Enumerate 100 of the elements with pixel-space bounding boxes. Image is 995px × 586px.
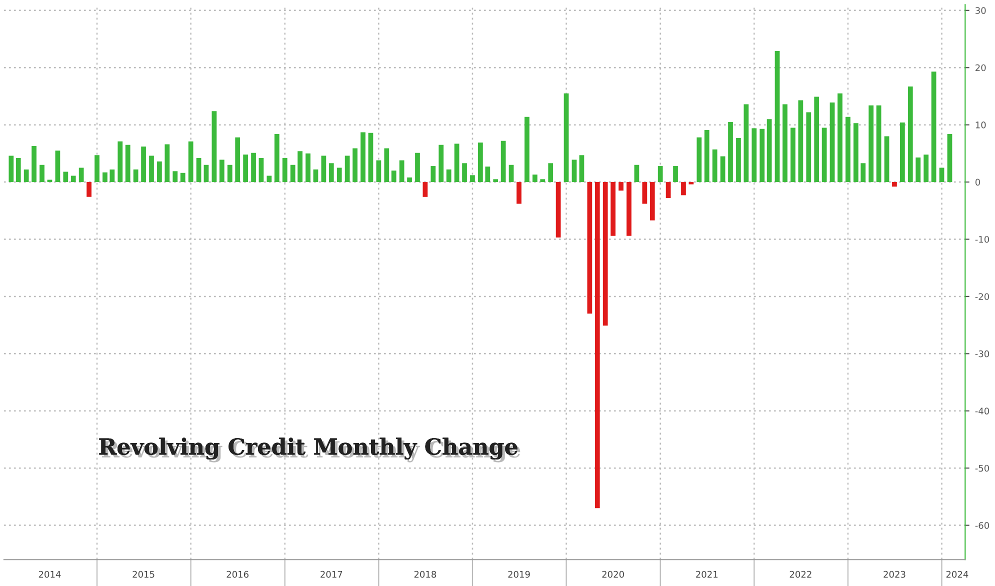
x-tick-label: 2024 (946, 570, 968, 578)
bar (313, 169, 318, 182)
bar (328, 163, 334, 182)
bar (251, 152, 256, 182)
bar (125, 144, 130, 182)
y-tick-label: 20 (976, 64, 986, 72)
bar (63, 172, 68, 182)
bar (626, 182, 632, 236)
text: Revolving Credit Monthly Change (99, 438, 520, 462)
bar (399, 160, 404, 182)
bar (16, 158, 21, 182)
y-tick-label: -50 (975, 464, 990, 472)
x-tick-label: 2019 (508, 570, 530, 578)
bar (931, 72, 936, 182)
bar (900, 122, 905, 182)
x-tick-label: 2014 (38, 570, 61, 578)
bar (282, 158, 288, 182)
bar (556, 182, 561, 238)
bar (798, 100, 804, 182)
x-tick-label: 2022 (790, 570, 812, 578)
bar (415, 152, 420, 182)
bar (70, 176, 76, 182)
y-tick-label: -30 (975, 350, 990, 358)
bar (212, 111, 217, 182)
bar (704, 130, 710, 182)
bar (454, 144, 460, 182)
bar (368, 132, 374, 182)
bar (516, 182, 522, 204)
bar (102, 172, 108, 182)
bar (634, 164, 640, 182)
bar (204, 164, 209, 182)
bar (728, 122, 733, 182)
y-tick-label: 0 (975, 178, 980, 186)
bar (438, 144, 444, 182)
x-tick-label: 2015 (132, 570, 154, 578)
bar (336, 168, 342, 182)
bar (118, 141, 123, 182)
bar (712, 149, 718, 182)
x-tick-label: 2018 (414, 570, 436, 578)
bar (188, 141, 194, 182)
bar (650, 182, 655, 220)
bar (376, 160, 382, 182)
bar (8, 156, 14, 182)
bar (384, 148, 390, 182)
bar (806, 112, 812, 182)
bar (24, 169, 29, 182)
bar (939, 168, 944, 182)
bar (133, 169, 138, 182)
bar (532, 174, 538, 182)
bar (782, 104, 788, 182)
bar (40, 164, 44, 182)
bar (548, 163, 554, 182)
bar (790, 128, 796, 182)
bar (172, 171, 178, 182)
bar (666, 182, 671, 198)
x-tick-label: 2020 (602, 570, 624, 578)
bar (947, 134, 952, 182)
bar (884, 136, 890, 182)
bar (266, 176, 272, 182)
bar (290, 164, 296, 182)
bar (564, 93, 569, 182)
bar (540, 179, 546, 182)
bar (219, 160, 224, 182)
x-tick-label: 2021 (696, 570, 718, 578)
bar (157, 161, 162, 182)
bar (814, 96, 820, 182)
y-tick-label: -10 (975, 236, 990, 243)
bar (227, 164, 232, 182)
bar (696, 137, 702, 182)
bar (78, 168, 84, 182)
bar (610, 182, 616, 236)
bar (744, 104, 749, 182)
bar (774, 51, 780, 182)
bar (681, 182, 686, 196)
bar (924, 154, 929, 182)
bar (642, 182, 648, 204)
bar (274, 134, 280, 182)
bar (493, 179, 498, 182)
bar (853, 123, 858, 182)
bar (422, 182, 428, 197)
bar (360, 132, 366, 182)
bar (110, 169, 115, 182)
bar (760, 128, 765, 182)
y-tick-label: -20 (975, 293, 990, 300)
y-tick-label: 10 (976, 122, 986, 128)
bar (868, 105, 874, 182)
x-tick-label: 2023 (884, 570, 906, 578)
bar (470, 175, 475, 182)
bar (766, 119, 772, 182)
bar (258, 158, 264, 182)
bar (572, 160, 577, 182)
bar (579, 155, 584, 182)
bar (524, 116, 530, 182)
bar (720, 156, 726, 182)
bar (478, 142, 483, 182)
bar (196, 158, 202, 182)
bar (752, 128, 757, 182)
y-tick-label: -40 (975, 408, 990, 414)
bar (838, 93, 842, 182)
bar (149, 156, 154, 182)
